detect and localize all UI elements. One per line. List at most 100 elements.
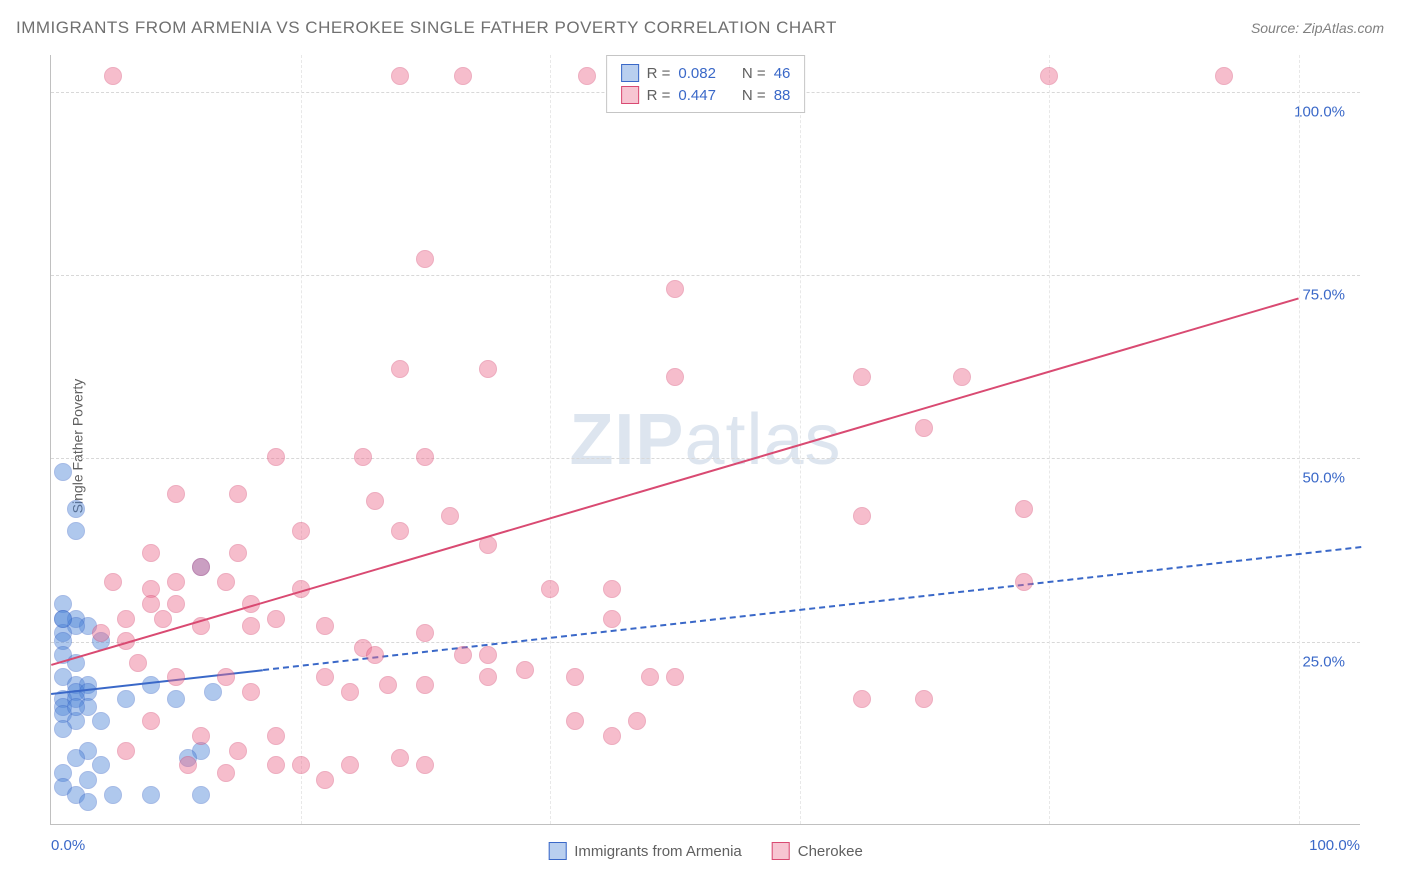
legend-r-value: 0.447 bbox=[678, 87, 716, 104]
gridline-h bbox=[51, 642, 1360, 643]
scatter-point bbox=[578, 67, 596, 85]
scatter-point bbox=[229, 485, 247, 503]
x-tick-label: 0.0% bbox=[51, 837, 85, 854]
legend-series-item: Cherokee bbox=[772, 842, 863, 860]
scatter-point bbox=[953, 368, 971, 386]
scatter-point bbox=[117, 690, 135, 708]
scatter-point bbox=[67, 749, 85, 767]
scatter-point bbox=[566, 712, 584, 730]
scatter-point bbox=[117, 742, 135, 760]
scatter-point bbox=[167, 668, 185, 686]
scatter-point bbox=[267, 727, 285, 745]
scatter-point bbox=[341, 756, 359, 774]
scatter-point bbox=[217, 668, 235, 686]
scatter-point bbox=[366, 492, 384, 510]
y-tick-label: 75.0% bbox=[1302, 287, 1345, 304]
legend-swatch bbox=[772, 842, 790, 860]
scatter-point bbox=[853, 690, 871, 708]
legend-swatch bbox=[621, 86, 639, 104]
scatter-point bbox=[628, 712, 646, 730]
scatter-point bbox=[104, 786, 122, 804]
legend-swatch bbox=[621, 64, 639, 82]
scatter-point bbox=[79, 771, 97, 789]
scatter-point bbox=[192, 727, 210, 745]
scatter-point bbox=[142, 786, 160, 804]
scatter-point bbox=[292, 756, 310, 774]
scatter-point bbox=[267, 448, 285, 466]
legend-r-value: 0.082 bbox=[678, 65, 716, 82]
scatter-point bbox=[379, 676, 397, 694]
scatter-point bbox=[167, 690, 185, 708]
trend-line bbox=[263, 546, 1361, 671]
chart-container: IMMIGRANTS FROM ARMENIA VS CHEROKEE SING… bbox=[0, 0, 1406, 892]
scatter-point bbox=[192, 786, 210, 804]
scatter-point bbox=[366, 646, 384, 664]
gridline-v bbox=[301, 55, 302, 824]
scatter-point bbox=[204, 683, 222, 701]
legend-series-name: Immigrants from Armenia bbox=[574, 843, 742, 860]
x-tick-label: 100.0% bbox=[1309, 837, 1360, 854]
scatter-point bbox=[541, 580, 559, 598]
scatter-point bbox=[229, 544, 247, 562]
y-tick-label: 50.0% bbox=[1302, 470, 1345, 487]
scatter-point bbox=[479, 360, 497, 378]
scatter-point bbox=[92, 756, 110, 774]
scatter-point bbox=[566, 668, 584, 686]
scatter-point bbox=[603, 610, 621, 628]
scatter-point bbox=[217, 573, 235, 591]
scatter-point bbox=[92, 624, 110, 642]
scatter-point bbox=[54, 610, 72, 628]
scatter-point bbox=[391, 360, 409, 378]
legend-series-name: Cherokee bbox=[798, 843, 863, 860]
scatter-point bbox=[167, 485, 185, 503]
y-tick-label: 100.0% bbox=[1294, 103, 1345, 120]
scatter-point bbox=[217, 764, 235, 782]
scatter-point bbox=[316, 617, 334, 635]
gridline-v bbox=[550, 55, 551, 824]
gridline-v bbox=[1049, 55, 1050, 824]
scatter-point bbox=[853, 507, 871, 525]
legend-correlation-box: R =0.082N =46R =0.447N =88 bbox=[606, 55, 806, 113]
scatter-point bbox=[142, 595, 160, 613]
scatter-point bbox=[267, 756, 285, 774]
scatter-point bbox=[192, 558, 210, 576]
scatter-point bbox=[1015, 573, 1033, 591]
source-label: Source: ZipAtlas.com bbox=[1251, 20, 1384, 36]
gridline-v bbox=[800, 55, 801, 824]
y-tick-label: 25.0% bbox=[1302, 653, 1345, 670]
scatter-point bbox=[915, 419, 933, 437]
scatter-point bbox=[229, 742, 247, 760]
scatter-point bbox=[242, 683, 260, 701]
scatter-point bbox=[666, 280, 684, 298]
scatter-point bbox=[92, 712, 110, 730]
scatter-point bbox=[179, 756, 197, 774]
legend-series: Immigrants from Armenia Cherokee bbox=[548, 842, 863, 860]
legend-r-label: R = bbox=[647, 65, 671, 82]
scatter-point bbox=[67, 500, 85, 518]
gridline-h bbox=[51, 275, 1360, 276]
scatter-point bbox=[666, 668, 684, 686]
scatter-point bbox=[479, 668, 497, 686]
scatter-point bbox=[915, 690, 933, 708]
scatter-point bbox=[516, 661, 534, 679]
scatter-point bbox=[1015, 500, 1033, 518]
scatter-point bbox=[267, 610, 285, 628]
legend-n-label: N = bbox=[742, 87, 766, 104]
plot-area: ZIPatlas R =0.082N =46R =0.447N =88 Immi… bbox=[50, 55, 1360, 825]
scatter-point bbox=[316, 668, 334, 686]
scatter-point bbox=[67, 522, 85, 540]
gridline-v bbox=[1299, 55, 1300, 824]
scatter-point bbox=[391, 67, 409, 85]
scatter-point bbox=[416, 756, 434, 774]
scatter-point bbox=[1040, 67, 1058, 85]
legend-series-item: Immigrants from Armenia bbox=[548, 842, 742, 860]
scatter-point bbox=[104, 573, 122, 591]
scatter-point bbox=[129, 654, 147, 672]
scatter-point bbox=[416, 448, 434, 466]
scatter-point bbox=[167, 573, 185, 591]
trend-line bbox=[51, 297, 1299, 666]
legend-n-label: N = bbox=[742, 65, 766, 82]
scatter-point bbox=[354, 448, 372, 466]
scatter-point bbox=[316, 771, 334, 789]
scatter-point bbox=[454, 646, 472, 664]
